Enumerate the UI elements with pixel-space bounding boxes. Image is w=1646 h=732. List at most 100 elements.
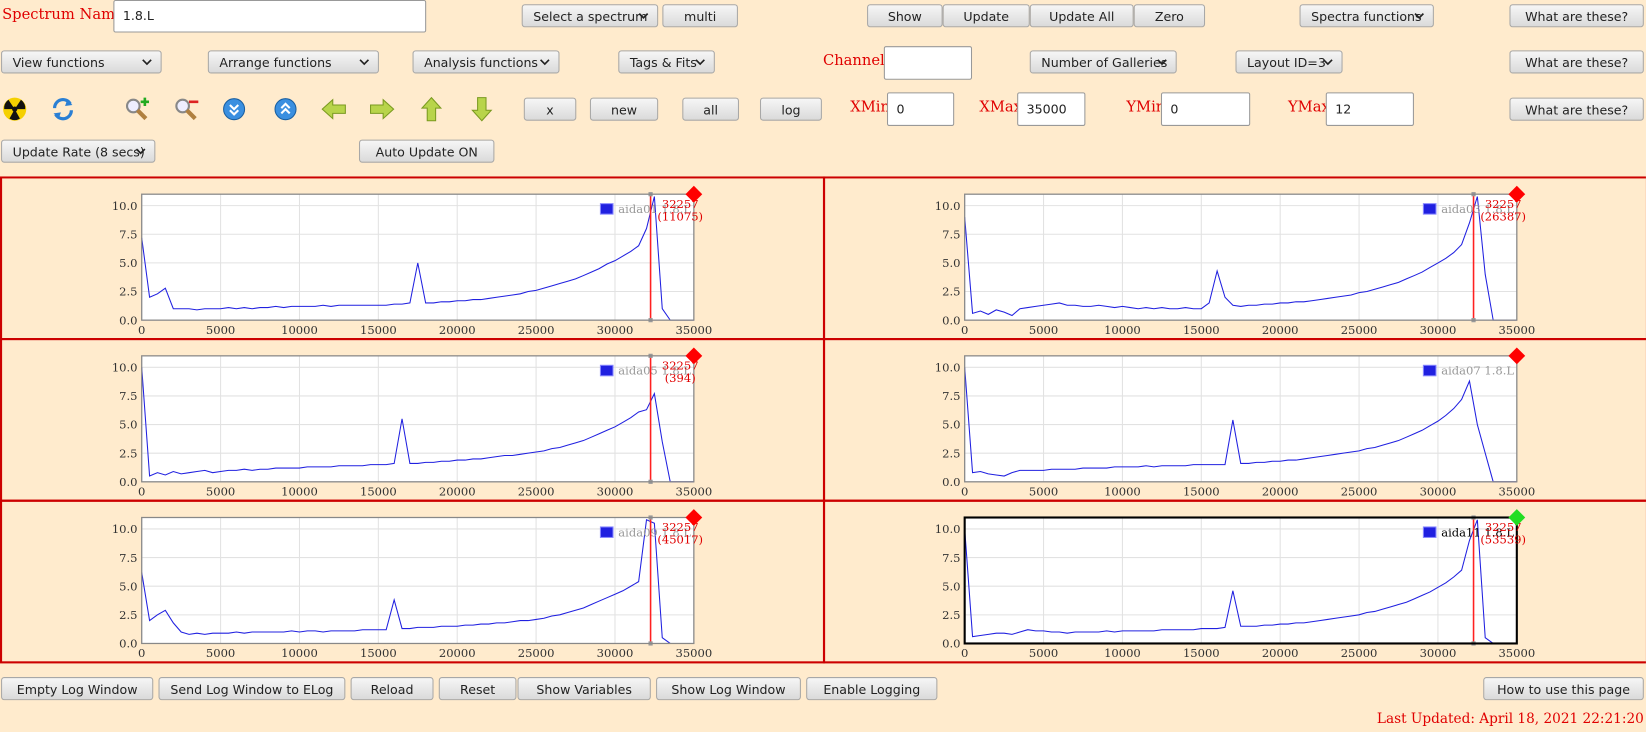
x-tick-label: 5000 — [1029, 323, 1058, 337]
button[interactable]: Reload — [350, 677, 434, 701]
chevron — [1323, 59, 1333, 66]
dropdown[interactable]: Tags & Fits — [618, 50, 715, 74]
x-tick-label: 10000 — [1104, 484, 1141, 498]
dropdown[interactable]: Number of Galleries — [1029, 50, 1177, 74]
button[interactable]: Show Variables — [517, 677, 651, 701]
chevron — [1414, 13, 1424, 20]
x-tick-label: 15000 — [1183, 646, 1220, 660]
dropdown[interactable]: Update Rate (8 secs) — [1, 139, 156, 163]
button[interactable]: How to use this page — [1483, 677, 1644, 701]
x-tick-label: 35000 — [676, 323, 713, 337]
x-tick-label: 5000 — [206, 646, 235, 660]
y-tick-label: 2.5 — [119, 285, 137, 299]
channel-input[interactable] — [883, 46, 973, 80]
y-tick-label: 5.0 — [119, 579, 137, 593]
dropdown[interactable]: Select a spectrum — [521, 4, 659, 28]
dropdown[interactable]: View functions — [1, 50, 162, 74]
label: Spectrum Name: — [2, 6, 129, 24]
y-tick-label: 7.5 — [942, 389, 960, 403]
down-arrow-icon[interactable] — [469, 96, 494, 123]
button[interactable]: Update All — [1029, 4, 1134, 28]
y-tick-label: 10.0 — [112, 199, 138, 213]
y-tick-label: 10.0 — [112, 360, 138, 374]
button[interactable]: Auto Update ON — [358, 139, 495, 163]
y-tick-label: 5.0 — [119, 256, 137, 270]
y-tick-label: 10.0 — [935, 522, 961, 536]
button[interactable]: new — [589, 97, 659, 121]
chevron — [135, 148, 146, 155]
xmin-input[interactable]: 0 — [886, 92, 955, 126]
y-tick-label: 2.5 — [942, 285, 960, 299]
legend-swatch — [1422, 526, 1437, 538]
button[interactable]: Update — [942, 4, 1030, 28]
legend-label: aida11 1.8.L — [1441, 525, 1514, 539]
x-tick-label: 35000 — [1498, 484, 1535, 498]
y-tick-label: 10.0 — [935, 199, 961, 213]
x-tick-label: 5000 — [206, 323, 235, 337]
y-tick-label: 5.0 — [942, 418, 960, 432]
button[interactable]: Zero — [1133, 4, 1206, 28]
refresh-icon[interactable] — [50, 97, 75, 122]
x-tick-label: 10000 — [281, 484, 318, 498]
button-text: Analysis functions — [424, 55, 539, 71]
zoom-out-icon[interactable] — [173, 97, 199, 122]
button[interactable]: log — [759, 97, 822, 121]
plot-area — [141, 194, 694, 321]
x-tick-label: 30000 — [1420, 323, 1457, 337]
x-tick-label: 25000 — [1341, 484, 1378, 498]
button[interactable]: x — [523, 97, 577, 121]
collapse-icon[interactable] — [273, 97, 298, 122]
x-tick-label: 20000 — [439, 646, 476, 660]
x-tick-label: 30000 — [597, 646, 634, 660]
plot-frame — [141, 193, 695, 321]
button[interactable]: Show Log Window — [656, 677, 801, 701]
y-tick-label: 7.5 — [942, 227, 960, 241]
x-tick-label: 5000 — [1029, 646, 1058, 660]
left-arrow-icon[interactable] — [320, 97, 347, 122]
y-tick-label: 2.5 — [119, 446, 137, 460]
chevron — [142, 59, 152, 66]
count-label: (26387) — [1480, 209, 1526, 223]
chevron — [638, 13, 649, 20]
dropdown[interactable]: Analysis functions — [412, 50, 560, 74]
dropdown[interactable]: Layout ID=3 — [1235, 50, 1343, 74]
x-tick-label: 0 — [138, 646, 145, 660]
zoom-in-icon[interactable] — [124, 97, 150, 122]
button[interactable]: Reset — [438, 677, 517, 701]
x-tick-label: 35000 — [1498, 323, 1535, 337]
radiation-icon[interactable] — [2, 97, 27, 122]
spectrum-name-input[interactable]: 1.8.L — [113, 0, 427, 33]
button[interactable]: Send Log Window to ELog — [158, 677, 346, 701]
ymin-input[interactable]: 0 — [1160, 92, 1251, 126]
channel-label: 32257 — [1485, 520, 1522, 534]
right-arrow-icon[interactable] — [368, 97, 395, 122]
x-tick-label: 20000 — [1262, 323, 1299, 337]
up-arrow-icon[interactable] — [419, 96, 444, 123]
button[interactable]: Enable Logging — [806, 677, 938, 701]
y-tick-label: 0.0 — [119, 313, 137, 327]
dropdown[interactable]: Arrange functions — [207, 50, 379, 74]
button-text: Arrange functions — [219, 55, 332, 71]
expand-icon[interactable] — [221, 97, 246, 122]
x-tick-label: 15000 — [360, 484, 397, 498]
button[interactable]: What are these? — [1509, 50, 1644, 74]
button[interactable]: Show — [867, 4, 943, 28]
spectrum-line — [964, 519, 1517, 644]
channel-label: 32257 — [1485, 197, 1522, 211]
xmax-input[interactable]: 35000 — [1017, 92, 1086, 126]
y-tick-label: 2.5 — [942, 608, 960, 622]
dropdown[interactable]: Spectra functions — [1299, 4, 1434, 28]
count-label: (53539) — [1480, 533, 1526, 547]
ymax-input[interactable]: 12 — [1325, 92, 1414, 126]
x-tick-label: 20000 — [439, 323, 476, 337]
y-tick-label: 0.0 — [942, 475, 960, 489]
x-tick-label: 30000 — [1420, 646, 1457, 660]
button[interactable]: What are these? — [1509, 4, 1644, 28]
button[interactable]: multi — [662, 4, 738, 28]
button[interactable]: Empty Log Window — [1, 677, 154, 701]
button[interactable]: all — [682, 97, 739, 121]
button[interactable]: What are these? — [1509, 97, 1644, 121]
chevron — [540, 59, 550, 66]
y-tick-label: 7.5 — [119, 227, 137, 241]
